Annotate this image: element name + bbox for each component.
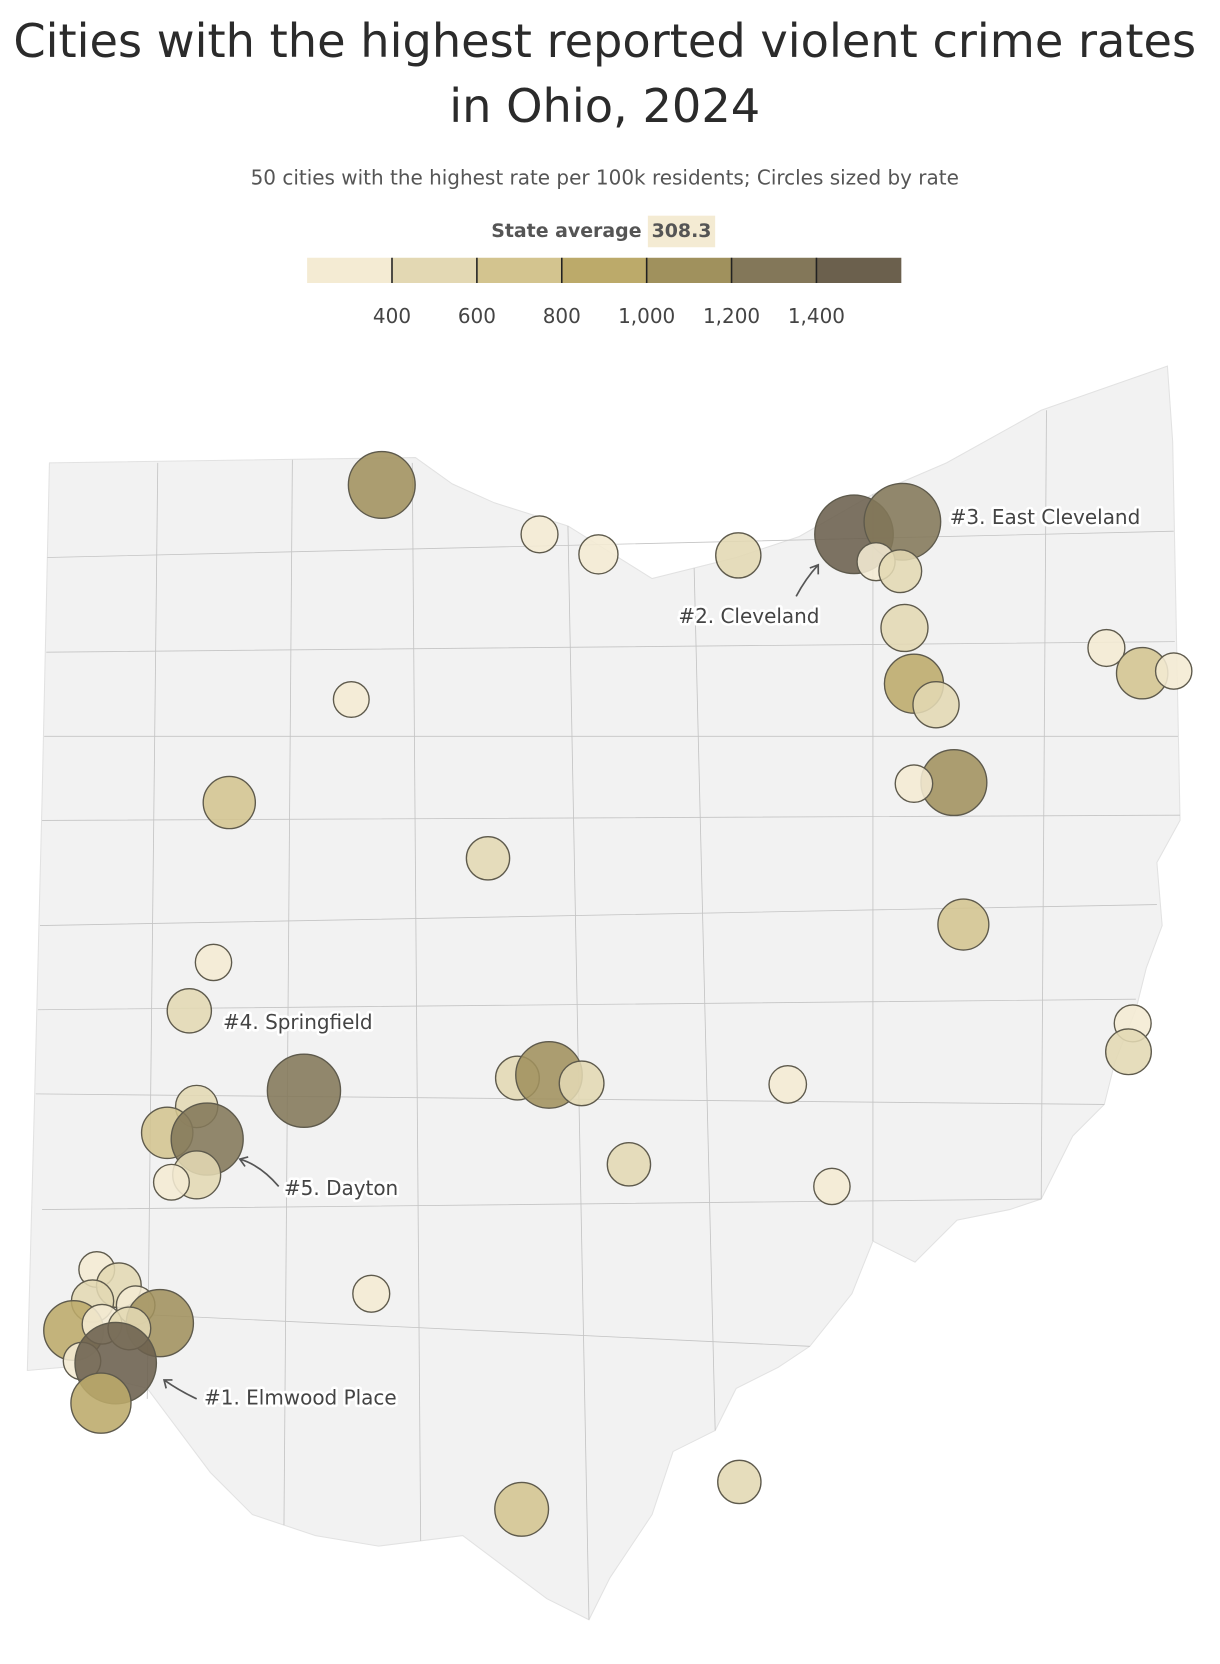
legend-swatch (646, 257, 732, 283)
city-circle (606, 1142, 652, 1187)
annotation-arrows (162, 563, 820, 1400)
legend-tick-label: 600 (458, 304, 496, 328)
legend-swatch (816, 257, 902, 283)
arrow (162, 1379, 198, 1400)
legend-swatch (731, 257, 817, 283)
city-circle (465, 835, 511, 881)
chart-subtitle: 50 cities with the highest rate per 100k… (251, 165, 959, 189)
city-circle (813, 1167, 851, 1206)
chart-title: Cities with the highest reported violent… (13, 14, 1196, 68)
city-circle (152, 1163, 190, 1201)
annotation: #2. Cleveland (678, 604, 819, 628)
city-circle (768, 1065, 808, 1104)
city-circle (202, 775, 257, 830)
city-circle (578, 534, 619, 575)
legend-swatch (391, 257, 477, 283)
city-circle (937, 898, 990, 951)
city-circle (880, 603, 929, 653)
legend-tick-label: 1,400 (788, 304, 845, 328)
city-circle (1105, 1028, 1152, 1076)
city-circle (266, 1053, 342, 1128)
color-legend: 400 600 800 1,000 1,200 1,400 (307, 257, 902, 328)
legend-swatch (307, 257, 392, 283)
state-average-box (647, 215, 716, 248)
city-circle (912, 681, 960, 729)
city-circle (717, 1459, 762, 1505)
annotation: #5. Dayton (284, 1176, 398, 1200)
state-average-value: 308.3 (652, 220, 712, 242)
city-circle (332, 680, 370, 719)
legend-tick-label: 400 (373, 304, 411, 328)
city-circle (1154, 652, 1193, 690)
annotations: #3. East Cleveland #2. Cleveland #4. Sprin… (201, 502, 1142, 1412)
city-circle (520, 515, 559, 554)
legend-tick-label: 800 (543, 304, 581, 328)
city-circle (878, 549, 923, 594)
annotation: #4. Springfield (223, 1010, 373, 1034)
city-circle (1087, 628, 1126, 668)
chart-title: in Ohio, 2024 (449, 79, 760, 133)
legend-tick-label: 1,000 (618, 304, 675, 328)
city-circle (494, 1481, 550, 1537)
city-circle (894, 764, 934, 804)
annotation: #3. East Cleveland (950, 505, 1141, 529)
city-circle (166, 988, 213, 1034)
legend-swatch (476, 257, 562, 283)
state-average-label: State average (491, 220, 641, 242)
city-circle (715, 532, 762, 579)
legend-swatch (561, 257, 647, 283)
legend-tick-label: 1,200 (703, 304, 760, 328)
arrow (795, 563, 820, 597)
city-circle (347, 450, 416, 520)
city-circle (194, 943, 233, 982)
city-circle (352, 1274, 391, 1313)
city-circle (70, 1372, 132, 1434)
annotation: #1. Elmwood Place (204, 1385, 397, 1409)
points (43, 450, 1193, 1537)
arrow (238, 1156, 280, 1187)
city-circle (558, 1060, 605, 1107)
